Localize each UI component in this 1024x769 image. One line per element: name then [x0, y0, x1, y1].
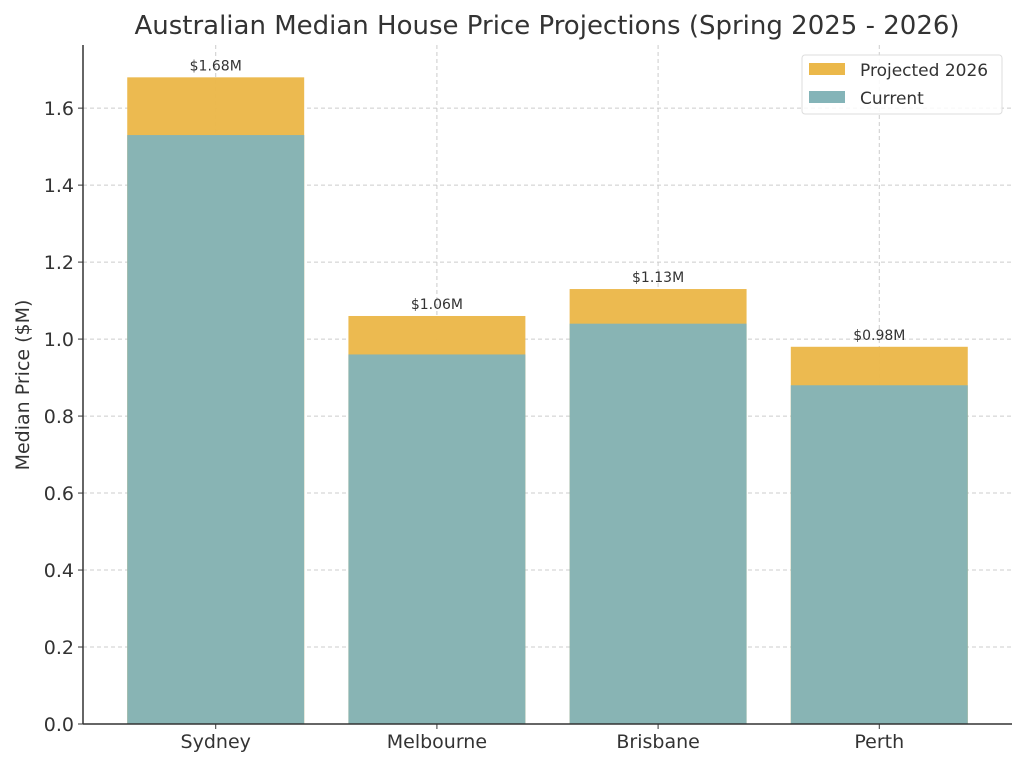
y-tick-label: 0.6 [44, 483, 74, 505]
bar-perth-current [790, 385, 968, 724]
legend: Projected 2026 Current [801, 54, 1003, 115]
data-labels: $1.68M $1.06M $1.13M $0.98M [190, 58, 906, 343]
data-label: $1.68M [190, 58, 242, 74]
data-label: $0.98M [853, 328, 905, 344]
axes: 0.0 0.2 0.4 0.6 0.8 1.0 1.2 1.4 1.6 Sydney Melbour… [44, 45, 1012, 753]
legend-swatch [809, 91, 845, 103]
x-tick-label: Perth [854, 731, 904, 753]
bar-sydney-current [127, 135, 305, 725]
legend-swatch [809, 63, 845, 75]
y-tick-label: 0.0 [44, 714, 74, 736]
data-label: $1.06M [411, 297, 463, 313]
x-tick-label: Brisbane [616, 731, 699, 753]
x-tick-label: Melbourne [387, 731, 487, 753]
y-tick-label: 1.2 [44, 252, 74, 274]
y-axis-label: Median Price ($M) [12, 300, 34, 471]
y-tick-label: 1.0 [44, 329, 74, 351]
legend-label: Projected 2026 [860, 61, 988, 81]
chart-title: Australian Median House Price Projection… [134, 11, 959, 41]
bar-brisbane-current [569, 323, 747, 724]
y-tick-label: 0.4 [44, 560, 74, 582]
legend-label: Current [860, 89, 924, 109]
y-tick-label: 1.6 [44, 98, 74, 120]
legend-box [801, 54, 1003, 115]
y-tick-label: 0.8 [44, 406, 74, 428]
y-tick-label: 1.4 [44, 175, 74, 197]
bar-melbourne-current [348, 354, 526, 724]
bars [127, 77, 968, 725]
data-label: $1.13M [632, 270, 684, 286]
x-tick-label: Sydney [181, 731, 251, 753]
y-tick-label: 0.2 [44, 637, 74, 659]
